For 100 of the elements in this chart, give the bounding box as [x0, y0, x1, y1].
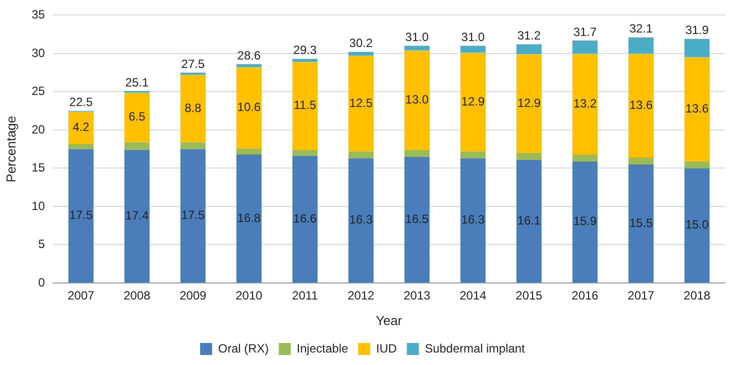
data-label: 13.6: [629, 98, 653, 112]
bar: [684, 38, 710, 58]
data-label: 16.8: [237, 210, 261, 225]
y-tick-label: 35: [32, 8, 46, 22]
total-label: 31.2: [517, 28, 541, 43]
data-label: 16.1: [517, 213, 541, 228]
total-label: 22.5: [69, 95, 93, 110]
x-tick-label: 2008: [124, 288, 151, 303]
bar: [348, 52, 374, 56]
bar: [404, 156, 430, 282]
bar: [124, 142, 150, 150]
x-tick-label: 2012: [348, 288, 375, 303]
total-label: 31.7: [573, 24, 597, 39]
bar: [180, 142, 206, 150]
bar: [460, 158, 486, 282]
bar: [460, 52, 486, 152]
bar: [348, 56, 374, 152]
bar: [68, 112, 94, 144]
x-axis-title: Year: [376, 312, 403, 328]
bar: [292, 156, 318, 282]
x-tick-label: 2007: [68, 288, 95, 303]
y-tick-label: 30: [32, 46, 46, 60]
data-label: 16.5: [405, 212, 429, 226]
data-label: 15.9: [573, 214, 597, 228]
bar: [684, 57, 710, 162]
bar: [180, 74, 206, 142]
data-label: 17.4: [125, 208, 149, 222]
bar: [404, 46, 430, 50]
data-label: 16.3: [349, 212, 373, 227]
bar: [236, 64, 262, 68]
total-label: 27.5: [181, 56, 205, 71]
x-tick-label: 2017: [628, 288, 655, 303]
data-label: 6.5: [128, 110, 146, 124]
x-tick-label: 2016: [572, 288, 599, 303]
bar: [236, 154, 262, 282]
data-label: 12.9: [461, 94, 485, 108]
bar: [572, 53, 598, 154]
data-label: 4.2: [72, 120, 90, 134]
bar: [348, 158, 374, 282]
bar: [516, 54, 542, 153]
legend-label: IUD: [376, 341, 398, 356]
x-tick-label: 2018: [684, 288, 711, 303]
legend-label: Injectable: [296, 341, 348, 356]
y-tick-label: 10: [32, 198, 46, 213]
bar: [68, 149, 94, 282]
data-label: 13.6: [685, 102, 709, 116]
bar: [628, 164, 654, 282]
y-tick-label: 25: [32, 84, 46, 98]
bar: [124, 150, 150, 282]
data-label: 13.0: [405, 92, 429, 106]
y-tick-label: 20: [32, 122, 46, 136]
data-label: 8.8: [184, 100, 202, 115]
bar: [516, 44, 542, 54]
total-label: 31.0: [405, 30, 429, 44]
total-label: 30.2: [349, 36, 373, 50]
bar: [572, 40, 598, 54]
bar: [236, 148, 262, 154]
bar: [292, 150, 318, 156]
data-label: 10.6: [237, 100, 261, 114]
bar: [516, 152, 542, 160]
data-label: 17.5: [181, 208, 205, 222]
bar: [348, 151, 374, 158]
data-label: 16.6: [293, 212, 317, 226]
bar: [404, 50, 430, 150]
bar: [124, 92, 150, 142]
bar: [684, 168, 710, 282]
bar: [68, 144, 94, 150]
x-tick-label: 2011: [292, 288, 318, 303]
bar: [460, 46, 486, 53]
bar: [572, 161, 598, 282]
bar: [460, 151, 486, 158]
bar: [236, 67, 262, 148]
data-label: 13.2: [573, 96, 597, 110]
bar: [292, 62, 318, 150]
data-label: 15.0: [685, 218, 709, 232]
data-label: 17.5: [69, 208, 93, 222]
y-tick-label: 15: [32, 160, 46, 175]
x-tick-label: 2014: [460, 288, 487, 303]
data-label: 11.5: [294, 98, 317, 112]
legend-label: Subdermal implant: [424, 341, 526, 356]
bar: [292, 58, 318, 62]
total-label: 29.3: [293, 43, 317, 58]
y-axis-title: Percentage: [3, 116, 18, 182]
bar: [684, 161, 710, 168]
legend-label: Oral (RX): [218, 341, 269, 356]
x-tick-label: 2009: [180, 288, 207, 303]
bar: [628, 37, 654, 54]
data-label: 15.5: [629, 216, 653, 230]
bar: [404, 150, 430, 157]
data-label: 12.5: [349, 96, 373, 110]
total-label: 25.1: [125, 75, 149, 90]
y-tick-label: 0: [38, 275, 46, 290]
total-label: 31.9: [685, 23, 709, 38]
y-tick-label: 5: [38, 237, 46, 252]
bar: [628, 53, 654, 158]
x-tick-label: 2015: [516, 288, 543, 303]
bar: [516, 160, 542, 282]
x-tick-label: 2010: [236, 288, 263, 303]
x-tick-label: 2013: [404, 288, 431, 303]
data-label: 16.3: [461, 212, 485, 227]
